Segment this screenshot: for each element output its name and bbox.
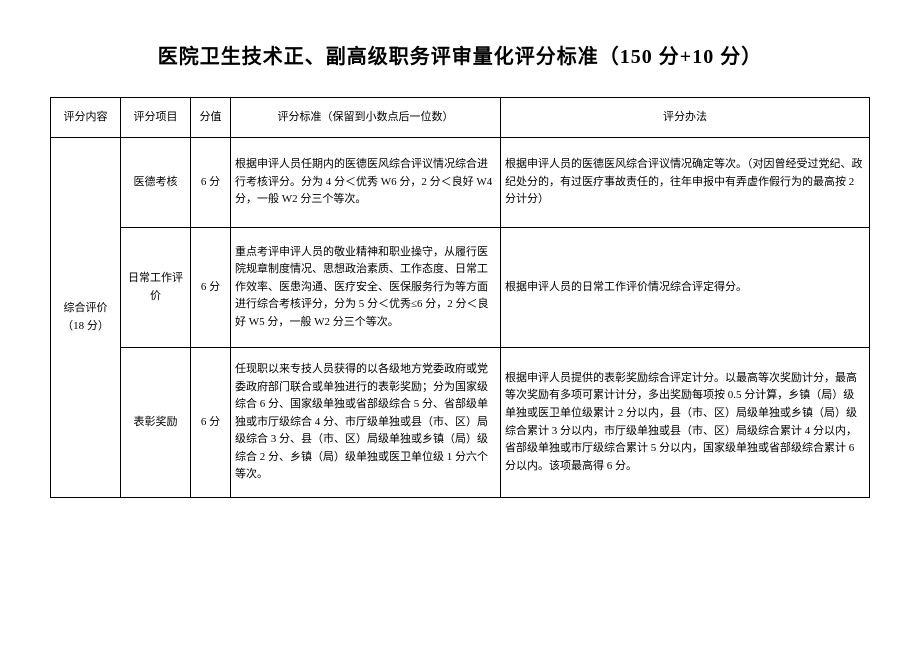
header-criteria: 评分标准（保留到小数点后一位数） bbox=[231, 98, 501, 138]
cell-criteria: 重点考评申评人员的敬业精神和职业操守，从履行医院规章制度情况、思想政治素质、工作… bbox=[231, 228, 501, 348]
cell-score: 6 分 bbox=[191, 348, 231, 498]
cell-criteria: 根据申评人员任期内的医德医风综合评议情况综合进行考核评分。分为 4 分＜优秀 W… bbox=[231, 138, 501, 228]
header-score: 分值 bbox=[191, 98, 231, 138]
header-content: 评分内容 bbox=[51, 98, 121, 138]
table-row: 综合评价（18 分） 医德考核 6 分 根据申评人员任期内的医德医风综合评议情况… bbox=[51, 138, 870, 228]
cell-score: 6 分 bbox=[191, 228, 231, 348]
cell-criteria: 任现职以来专技人员获得的以各级地方党委政府或党委政府部门联合或单独进行的表彰奖励… bbox=[231, 348, 501, 498]
cell-method: 根据申评人员的日常工作评价情况综合评定得分。 bbox=[501, 228, 870, 348]
table-row: 表彰奖励 6 分 任现职以来专技人员获得的以各级地方党委政府或党委政府部门联合或… bbox=[51, 348, 870, 498]
table-header-row: 评分内容 评分项目 分值 评分标准（保留到小数点后一位数） 评分办法 bbox=[51, 98, 870, 138]
header-method: 评分办法 bbox=[501, 98, 870, 138]
table-row: 日常工作评价 6 分 重点考评申评人员的敬业精神和职业操守，从履行医院规章制度情… bbox=[51, 228, 870, 348]
cell-score: 6 分 bbox=[191, 138, 231, 228]
group-label: 综合评价（18 分） bbox=[51, 138, 121, 498]
cell-item: 日常工作评价 bbox=[121, 228, 191, 348]
cell-method: 根据申评人员的医德医风综合评议情况确定等次。（对因曾经受过党纪、政纪处分的，有过… bbox=[501, 138, 870, 228]
cell-item: 表彰奖励 bbox=[121, 348, 191, 498]
page-title: 医院卫生技术正、副高级职务评审量化评分标准（150 分+10 分） bbox=[50, 40, 870, 69]
cell-method: 根据申评人员提供的表彰奖励综合评定计分。以最高等次奖励计分，最高等次奖励有多项可… bbox=[501, 348, 870, 498]
cell-item: 医德考核 bbox=[121, 138, 191, 228]
header-item: 评分项目 bbox=[121, 98, 191, 138]
scoring-table: 评分内容 评分项目 分值 评分标准（保留到小数点后一位数） 评分办法 综合评价（… bbox=[50, 97, 870, 498]
